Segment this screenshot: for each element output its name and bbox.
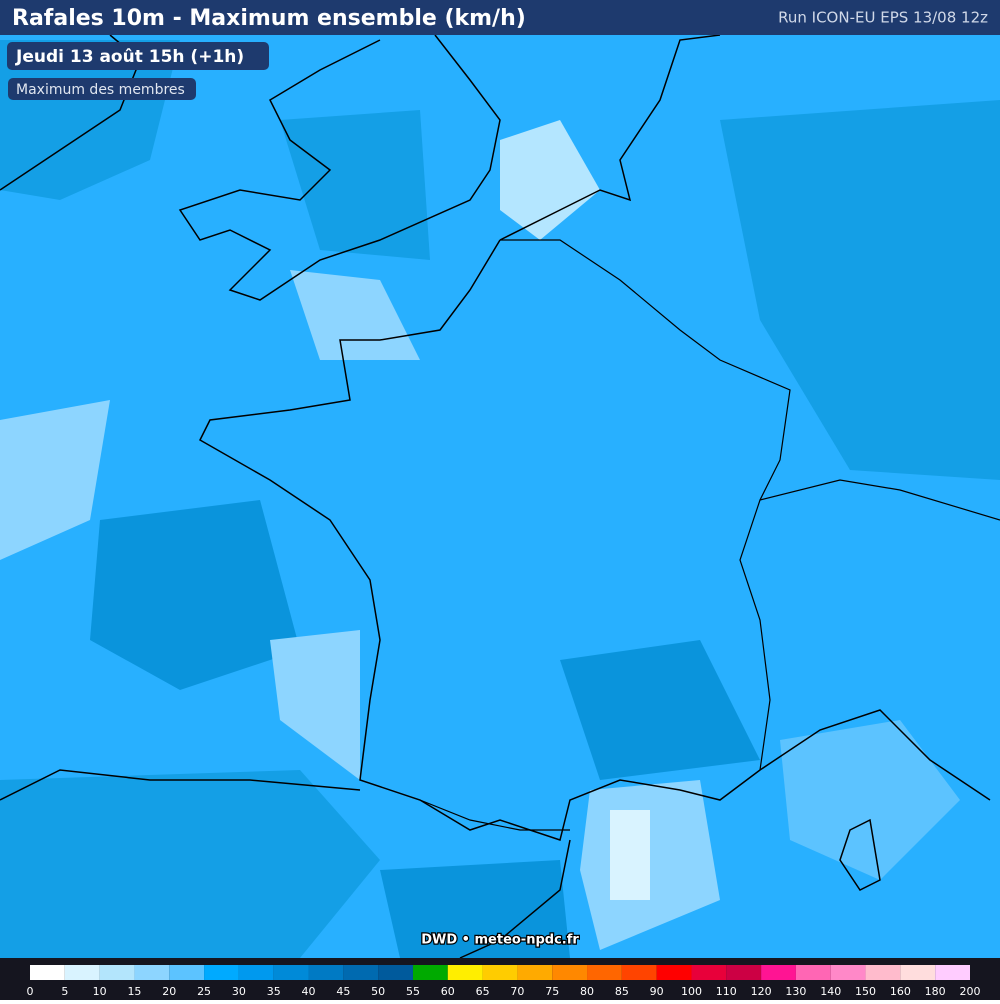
- field-zone: [610, 810, 650, 900]
- field-zone: [290, 270, 420, 360]
- scale-label: 30: [232, 985, 246, 998]
- credit: DWD • meteo-npdc.fr: [421, 933, 579, 948]
- field-zone: [560, 640, 760, 780]
- color-box: [691, 965, 727, 980]
- date-badge: [7, 42, 269, 70]
- coastline: [178, 34, 501, 301]
- scale-label: 0: [27, 985, 34, 998]
- field-zone: [90, 500, 300, 690]
- color-box: [64, 965, 100, 980]
- scale-label: 25: [197, 985, 211, 998]
- scale-label: 120: [751, 985, 772, 998]
- scale-label: 50: [371, 985, 385, 998]
- scale-label: 70: [510, 985, 524, 998]
- border: [419, 799, 570, 831]
- color-box: [378, 965, 413, 980]
- color-box: [830, 965, 866, 980]
- scale-label: 65: [476, 985, 490, 998]
- wind-field: [0, 40, 1000, 958]
- color-box: [552, 965, 588, 980]
- coastline: [499, 34, 721, 241]
- scale-label: 75: [545, 985, 559, 998]
- coastline: [459, 839, 571, 959]
- run-info: Run ICON-EU EPS 13/08 12z: [778, 9, 988, 27]
- scale-label: 200: [960, 985, 981, 998]
- scale-label: 45: [336, 985, 350, 998]
- scale-label: 15: [127, 985, 141, 998]
- color-box: [308, 965, 344, 980]
- scale-label: 180: [925, 985, 946, 998]
- scale-label: 85: [615, 985, 629, 998]
- color-box: [30, 965, 65, 980]
- field-zone: [380, 860, 570, 958]
- scale-label: 90: [650, 985, 664, 998]
- field-zone: [270, 630, 360, 780]
- color-box: [726, 965, 762, 980]
- map-title: Rafales 10m - Maximum ensemble (km/h): [12, 6, 526, 31]
- date-label: Jeudi 13 août 15h (+1h): [15, 47, 244, 67]
- borders: [419, 239, 1000, 831]
- color-box: [447, 965, 483, 980]
- scale-label: 20: [162, 985, 176, 998]
- scale-label: 60: [441, 985, 455, 998]
- color-box: [238, 965, 274, 980]
- scale-label: 10: [93, 985, 107, 998]
- coastline: [0, 769, 361, 801]
- color-box: [900, 965, 936, 980]
- color-box: [761, 965, 796, 980]
- field-zone: [720, 100, 1000, 480]
- color-box: [587, 965, 622, 980]
- subtitle-badge: [8, 78, 196, 100]
- color-box: [134, 965, 170, 980]
- color-box: [621, 965, 657, 980]
- color-box: [482, 965, 518, 980]
- border: [500, 239, 791, 771]
- scale-label: 110: [716, 985, 737, 998]
- scale-label: 40: [302, 985, 316, 998]
- color-box: [865, 965, 901, 980]
- scale-label: 150: [855, 985, 876, 998]
- coastlines: [0, 34, 991, 959]
- field-zone: [780, 720, 960, 880]
- scale-label: 35: [267, 985, 281, 998]
- subtitle-label: Maximum des membres: [16, 82, 185, 98]
- header-bar: [0, 0, 1000, 35]
- color-box: [169, 965, 205, 980]
- scale-label: 5: [61, 985, 68, 998]
- coastline: [839, 818, 881, 891]
- color-box: [935, 965, 970, 980]
- color-box: [343, 965, 379, 980]
- scale-label: 55: [406, 985, 420, 998]
- scale-label: 80: [580, 985, 594, 998]
- color-box: [204, 965, 239, 980]
- scale-label: 160: [890, 985, 911, 998]
- color-box: [517, 965, 553, 980]
- color-box: [273, 965, 309, 980]
- scale-label: 100: [681, 985, 702, 998]
- color-box: [795, 965, 831, 980]
- field-zone: [0, 770, 380, 958]
- color-box: [412, 965, 448, 980]
- field-zone: [0, 400, 110, 560]
- field-zone: [500, 120, 600, 240]
- scale-label: 130: [785, 985, 806, 998]
- scale-label: 140: [820, 985, 841, 998]
- color-box: [656, 965, 692, 980]
- border: [759, 479, 1000, 521]
- color-box: [99, 965, 135, 980]
- field-zone: [280, 110, 430, 260]
- coastline: [199, 239, 991, 841]
- color-scale: 0 5 10 15 20 25 30 35 40 45 50 55 60 65 70 75 80 85 90 100 1…: [27, 965, 981, 998]
